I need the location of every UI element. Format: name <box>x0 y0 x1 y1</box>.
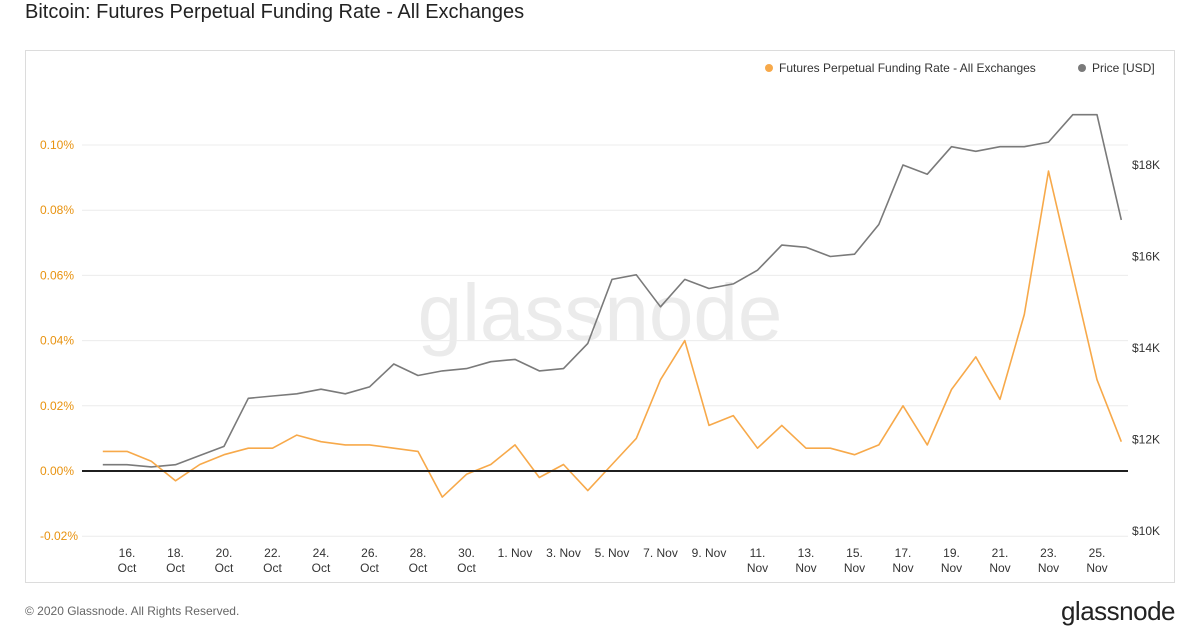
x-tick-label: 13. <box>798 546 815 560</box>
y-left-tick-label: 0.04% <box>40 334 74 348</box>
x-tick-label-month: Nov <box>1086 561 1107 575</box>
legend-dot-funding-icon <box>765 64 773 72</box>
y-left-tick-label: -0.02% <box>40 529 78 543</box>
x-tick-label: 17. <box>895 546 912 560</box>
x-tick-label: 20. <box>216 546 233 560</box>
x-tick-label-month: Nov <box>941 561 962 575</box>
x-tick-label: 30. <box>458 546 475 560</box>
y-right-tick-label: $16K <box>1132 250 1160 264</box>
y-right-tick-label: $12K <box>1132 433 1160 447</box>
copyright-footer: © 2020 Glassnode. All Rights Reserved. <box>25 604 240 618</box>
x-tick-label-month: Oct <box>263 561 282 575</box>
x-tick-label: 1. Nov <box>498 546 533 560</box>
x-tick-label-month: Oct <box>409 561 428 575</box>
x-tick-label: 24. <box>313 546 330 560</box>
x-tick-label: 18. <box>167 546 184 560</box>
x-tick-label: 23. <box>1040 546 1057 560</box>
x-tick-label: 28. <box>410 546 427 560</box>
glassnode-logo: glassnode <box>1060 596 1176 626</box>
x-tick-label: 9. Nov <box>692 546 727 560</box>
price-series-line <box>102 113 1123 468</box>
x-tick-label: 25. <box>1089 546 1106 560</box>
y-right-tick-label: $14K <box>1132 341 1160 355</box>
y-right-tick-label: $18K <box>1132 158 1160 172</box>
chart-title: Bitcoin: Futures Perpetual Funding Rate … <box>25 1 525 23</box>
x-tick-label-month: Oct <box>312 561 331 575</box>
legend-label-price: Price [USD] <box>1092 61 1155 75</box>
x-tick-label-month: Nov <box>795 561 816 575</box>
x-tick-label-month: Oct <box>360 561 379 575</box>
x-tick-label-month: Nov <box>747 561 768 575</box>
x-tick-label-month: Nov <box>1038 561 1059 575</box>
y-left-tick-label: 0.02% <box>40 399 74 413</box>
y-right-tick-label: $10K <box>1132 524 1160 538</box>
x-tick-label: 16. <box>119 546 136 560</box>
y-left-tick-label: 0.08% <box>40 203 74 217</box>
x-tick-label-month: Oct <box>166 561 185 575</box>
legend-dot-price-icon <box>1078 64 1086 72</box>
funding-rate-series-line <box>102 170 1123 498</box>
x-tick-label-month: Nov <box>844 561 865 575</box>
x-tick-label-month: Oct <box>457 561 476 575</box>
x-tick-label-month: Oct <box>215 561 234 575</box>
y-left-tick-label: 0.10% <box>40 138 74 152</box>
x-tick-label-month: Nov <box>989 561 1010 575</box>
x-tick-label: 21. <box>992 546 1009 560</box>
x-tick-label: 22. <box>264 546 281 560</box>
chart-panel <box>25 50 1175 583</box>
legend-label-funding-rate: Futures Perpetual Funding Rate - All Exc… <box>779 61 1036 75</box>
x-tick-label-month: Nov <box>892 561 913 575</box>
legend-item-funding-rate[interactable]: Futures Perpetual Funding Rate - All Exc… <box>765 61 1036 75</box>
y-left-tick-label: 0.06% <box>40 268 74 282</box>
x-tick-label: 3. Nov <box>546 546 581 560</box>
x-tick-label: 5. Nov <box>595 546 630 560</box>
x-tick-label: 19. <box>943 546 960 560</box>
x-tick-label: 7. Nov <box>643 546 678 560</box>
x-tick-label: 26. <box>361 546 378 560</box>
legend-item-price[interactable]: Price [USD] <box>1078 61 1155 75</box>
x-tick-label: 11. <box>750 546 766 560</box>
x-tick-label: 15. <box>846 546 863 560</box>
y-left-tick-label: 0.00% <box>40 464 74 478</box>
x-tick-label-month: Oct <box>118 561 137 575</box>
